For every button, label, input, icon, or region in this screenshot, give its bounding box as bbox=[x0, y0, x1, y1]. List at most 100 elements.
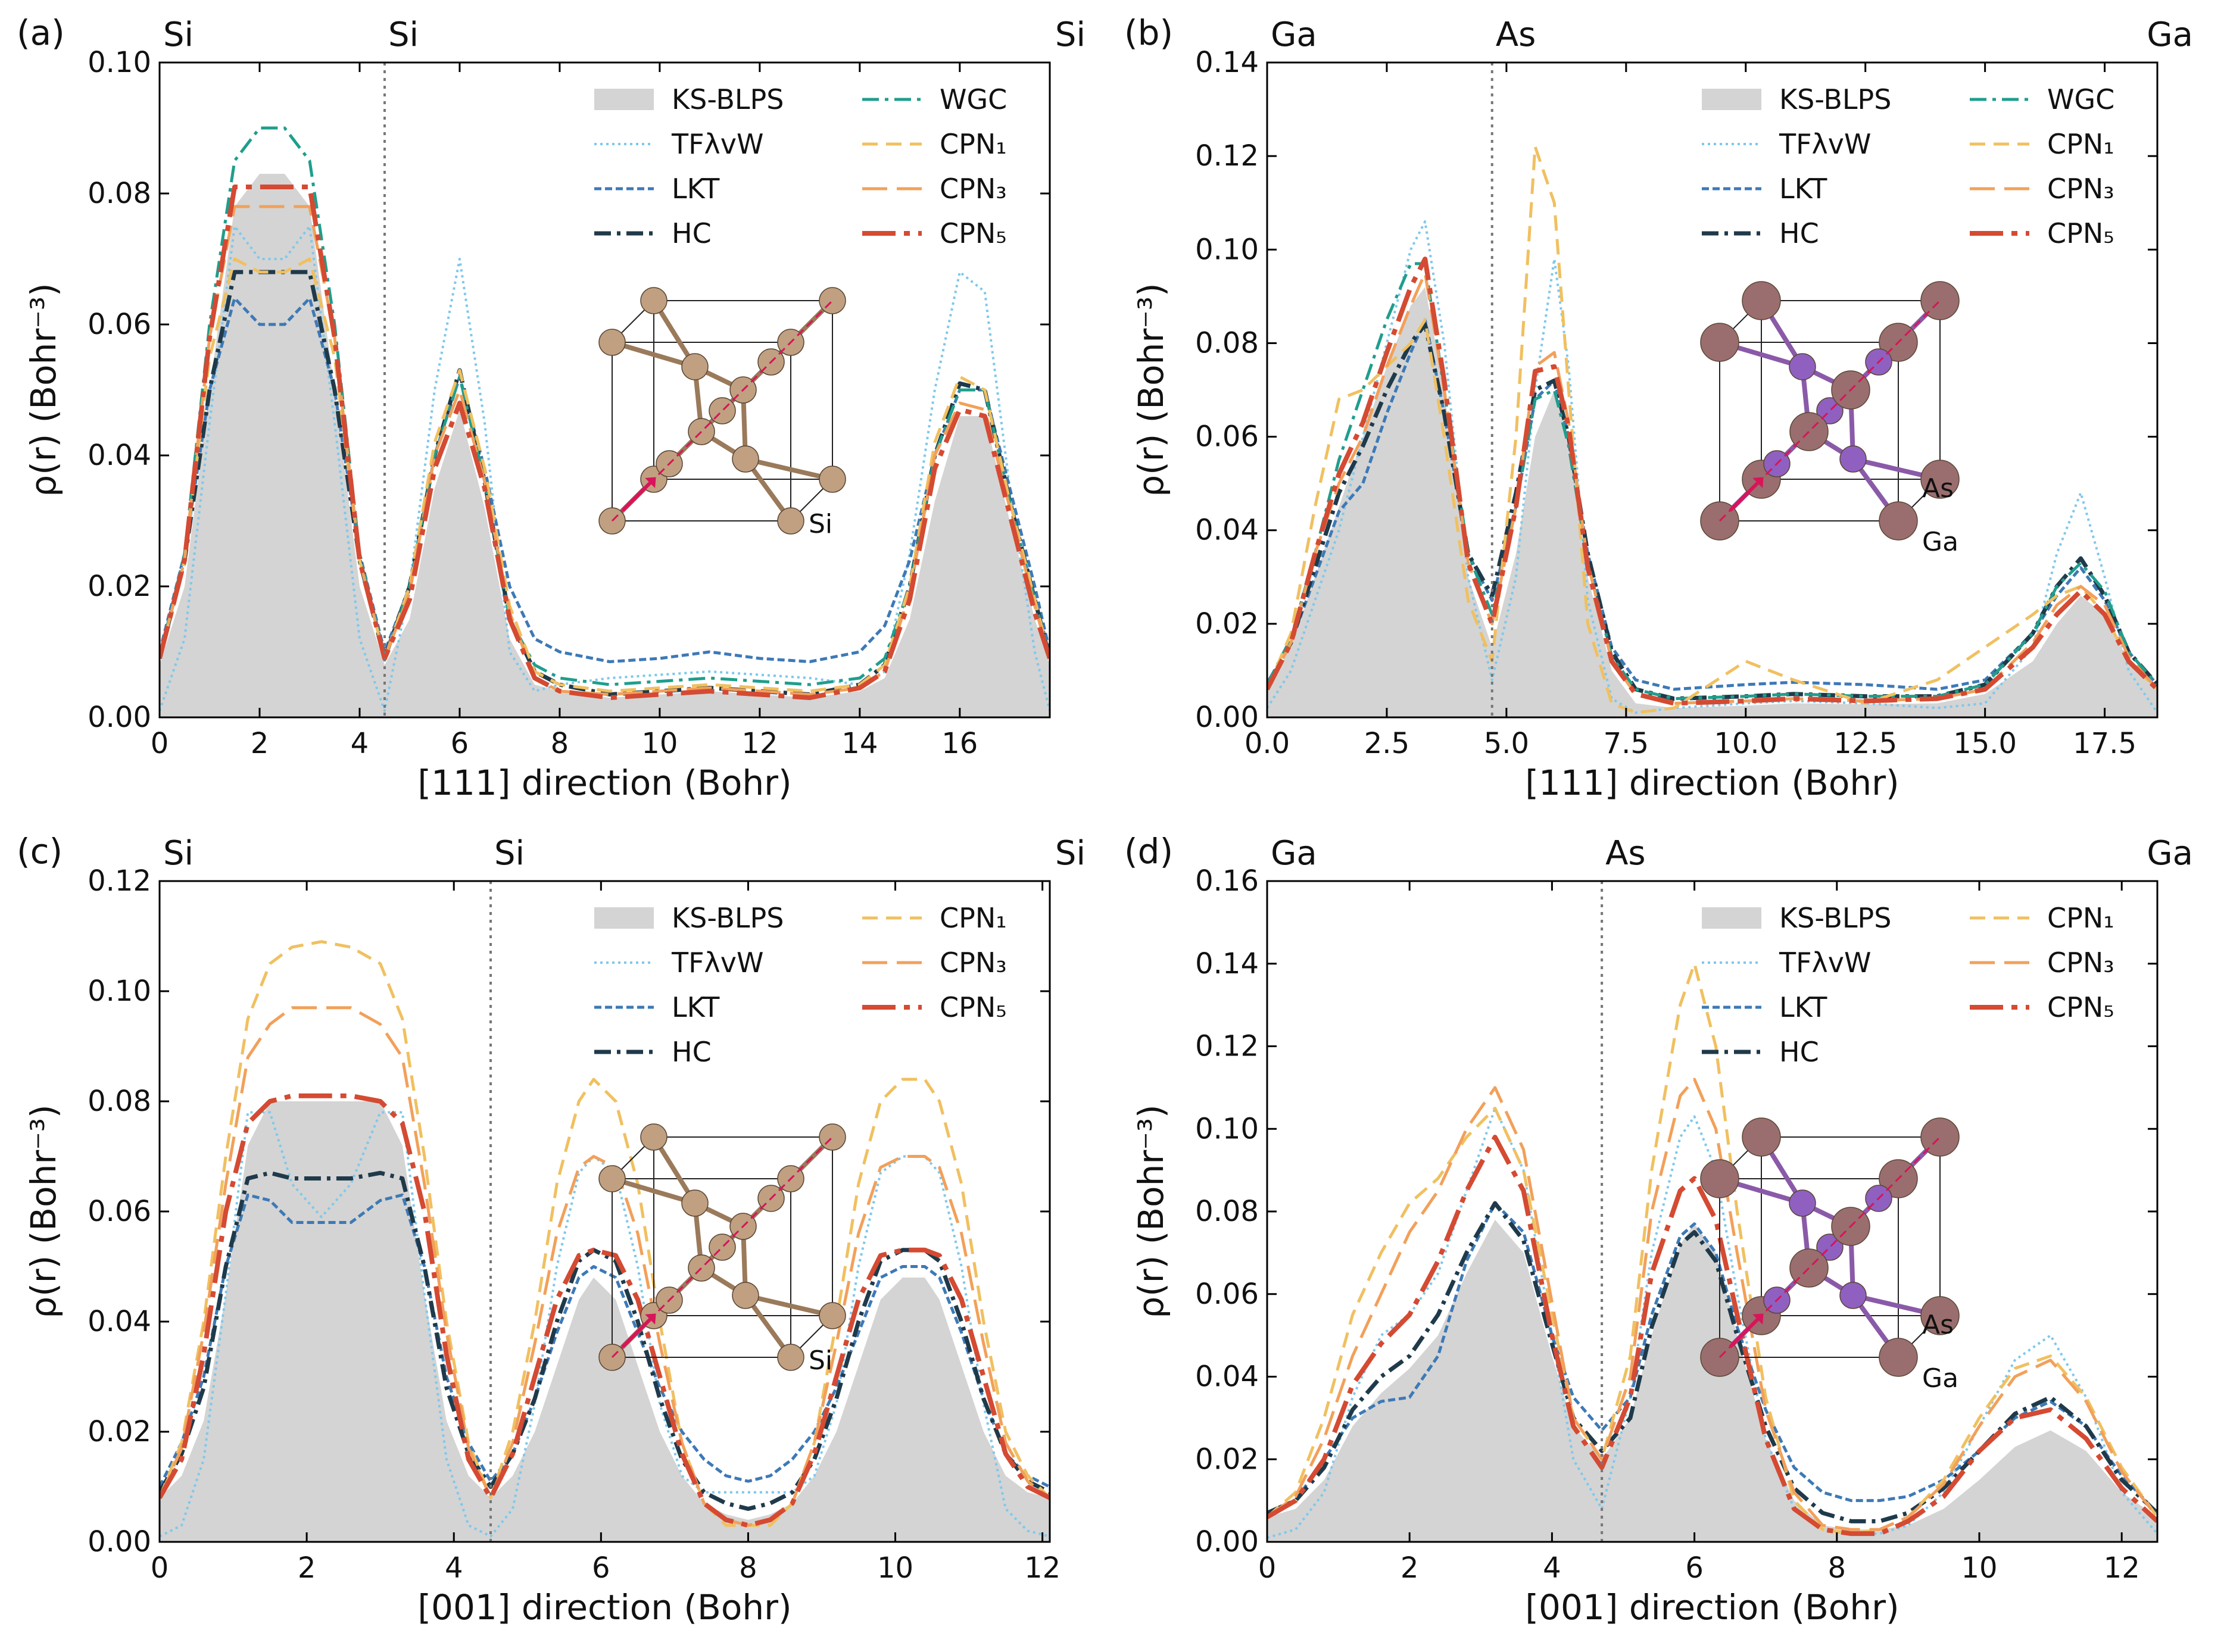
legend-label: CPN₁ bbox=[940, 128, 1007, 160]
x-tick-label: 12 bbox=[741, 727, 778, 760]
atom bbox=[1920, 1296, 1960, 1335]
x-tick-label: 6 bbox=[1685, 1551, 1704, 1585]
y-tick-label: 0.06 bbox=[88, 1195, 151, 1228]
y-tick-label: 0.04 bbox=[88, 439, 151, 472]
legend-label: WGC bbox=[940, 83, 1007, 115]
x-tick-label: 10 bbox=[641, 727, 678, 760]
panel-label: (d) bbox=[1124, 831, 1173, 872]
y-tick-label: 0.04 bbox=[88, 1305, 151, 1338]
atom bbox=[1879, 1338, 1918, 1377]
atom bbox=[1920, 281, 1960, 320]
legend-label: LKT bbox=[672, 991, 720, 1023]
legend-label: CPN₁ bbox=[940, 902, 1007, 934]
y-tick-label: 0.10 bbox=[88, 975, 151, 1008]
atom bbox=[1700, 323, 1739, 362]
atom bbox=[1920, 460, 1960, 499]
crystal-structure-inset: As Ga bbox=[1700, 1117, 1960, 1394]
plot-area bbox=[160, 940, 1050, 1542]
y-tick-label: 0.14 bbox=[1195, 947, 1259, 980]
y-tick-label: 0.12 bbox=[1195, 1030, 1259, 1063]
series-line-cpn5 bbox=[1267, 257, 2157, 706]
legend-label: KS-BLPS bbox=[1779, 83, 1891, 115]
atom-label: Si bbox=[163, 834, 194, 873]
x-tick-label: 7.5 bbox=[1604, 727, 1649, 760]
y-tick-label: 0.10 bbox=[1195, 1112, 1259, 1145]
y-tick-label: 0.10 bbox=[1195, 233, 1259, 266]
x-axis-label: [111] direction (Bohr) bbox=[1525, 763, 1899, 803]
y-tick-label: 0.14 bbox=[1195, 46, 1259, 79]
legend-swatch-ks-blps bbox=[1702, 907, 1761, 929]
legend-label: HC bbox=[1779, 1036, 1819, 1068]
plot-area bbox=[1267, 962, 2157, 1542]
legend: KS-BLPS TFλvW LKT HC CPN₁ CPN₃ CPN₅ bbox=[594, 902, 1007, 1068]
y-axis-label: ρ(r) (Bohr⁻³) bbox=[1131, 1104, 1171, 1318]
x-tick-label: 17.5 bbox=[2073, 727, 2136, 760]
legend-label: CPN₁ bbox=[2047, 902, 2114, 934]
atom bbox=[1789, 353, 1816, 380]
atom bbox=[598, 1165, 626, 1192]
legend-label: KS-BLPS bbox=[672, 902, 784, 934]
y-tick-label: 0.02 bbox=[1195, 607, 1259, 641]
legend-label: CPN₁ bbox=[2047, 128, 2114, 160]
atom bbox=[819, 1302, 846, 1329]
legend-label: TFλvW bbox=[1779, 128, 1872, 160]
atom-label: Ga bbox=[1271, 834, 1317, 873]
series-area-ks-blps bbox=[160, 174, 1050, 717]
atom bbox=[640, 1123, 668, 1151]
chart-panel-b: 0.0 2.5 5.0 7.5 10.0 12.5 15.0 17.5 0.00 0.02 0.04… bbox=[1124, 13, 2193, 803]
x-tick-label: 10.0 bbox=[1714, 727, 1777, 760]
y-tick-label: 0.08 bbox=[88, 1085, 151, 1118]
direction-arrow bbox=[621, 482, 651, 512]
legend-label: HC bbox=[1779, 217, 1819, 249]
direction-arrow bbox=[1729, 482, 1759, 512]
y-axis-label: ρ(r) (Bohr⁻³) bbox=[1131, 283, 1171, 496]
series-line-wgc bbox=[160, 126, 1050, 686]
atom bbox=[1789, 1189, 1816, 1217]
series-line-lkt bbox=[160, 1193, 1050, 1488]
crystal-structure-inset: Si bbox=[598, 1123, 846, 1376]
x-tick-label: 10 bbox=[1961, 1551, 1997, 1585]
legend-label: LKT bbox=[672, 173, 720, 205]
panel-label: (a) bbox=[17, 13, 65, 53]
x-tick-label: 8 bbox=[1828, 1551, 1847, 1585]
atom bbox=[732, 445, 759, 473]
series-line-tflvw bbox=[1267, 1107, 2157, 1539]
x-tick-label: 12 bbox=[2104, 1551, 2140, 1585]
crystal-structure-inset: As Ga bbox=[1700, 281, 1960, 557]
y-tick-label: 0.10 bbox=[88, 46, 151, 79]
legend-label: LKT bbox=[1779, 991, 1827, 1023]
legend-label: CPN₅ bbox=[2047, 217, 2114, 249]
panel-label: (b) bbox=[1124, 13, 1173, 53]
legend-label: TFλvW bbox=[671, 128, 764, 160]
x-tick-label: 0.0 bbox=[1244, 727, 1290, 760]
inset-atom-label: Si bbox=[809, 1345, 832, 1376]
legend-swatch-ks-blps bbox=[594, 89, 654, 110]
y-tick-label: 0.00 bbox=[88, 701, 151, 734]
x-tick-label: 14 bbox=[841, 727, 878, 760]
plot-area bbox=[1267, 145, 2157, 717]
atom bbox=[1700, 1159, 1739, 1198]
atom bbox=[1742, 1117, 1781, 1157]
legend-swatch-ks-blps bbox=[1702, 89, 1761, 110]
plot-area bbox=[160, 126, 1050, 717]
x-tick-label: 8 bbox=[551, 727, 569, 760]
atom bbox=[1742, 281, 1781, 320]
crystal-structure-inset: Si bbox=[598, 287, 846, 539]
y-tick-label: 0.04 bbox=[1195, 514, 1259, 547]
y-tick-label: 0.02 bbox=[88, 570, 151, 603]
y-tick-label: 0.16 bbox=[1195, 864, 1259, 898]
atom-label: Si bbox=[1055, 834, 1086, 873]
x-tick-label: 4 bbox=[445, 1551, 463, 1585]
series-line-lkt bbox=[160, 296, 1050, 663]
legend-label: CPN₃ bbox=[940, 947, 1007, 979]
atom-label: Ga bbox=[2147, 834, 2193, 873]
series-line-tflvw bbox=[160, 225, 1050, 712]
legend-label: TFλvW bbox=[671, 947, 764, 979]
y-tick-label: 0.06 bbox=[1195, 1278, 1259, 1311]
direction-arrowhead bbox=[645, 477, 656, 488]
atomic-bond bbox=[611, 340, 696, 369]
x-tick-label: 0 bbox=[151, 727, 169, 760]
atom bbox=[777, 1344, 804, 1371]
series-area-ks-blps bbox=[1267, 287, 2157, 717]
x-tick-label: 2.5 bbox=[1364, 727, 1409, 760]
